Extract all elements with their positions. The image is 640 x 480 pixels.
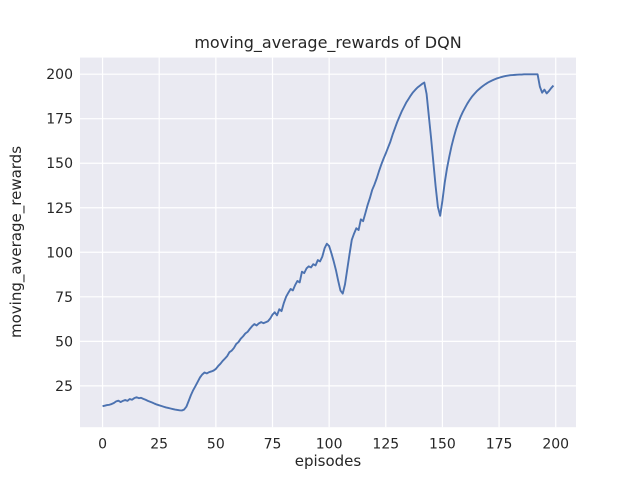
y-tick-labels: 25 50 75 100 125 150 175 200 [46,67,73,395]
y-tick-label: 75 [55,290,73,306]
line-series-dqn-moving-average-reward [102,73,555,412]
chart-title: moving_average_rewards of DQN [194,33,461,53]
x-axis-label: episodes [295,452,362,470]
x-tick-label: 0 [98,437,107,453]
y-tick-label: 100 [46,245,73,261]
y-tick-label: 125 [46,201,73,217]
x-tick-label: 50 [207,437,225,453]
y-tick-label: 200 [46,67,73,83]
x-tick-label: 100 [316,437,343,453]
x-tick-labels: 0 25 50 75 100 125 150 175 200 [98,437,569,453]
y-tick-label: 25 [55,379,73,395]
y-axis-label: moving_average_rewards [7,146,26,338]
gridlines [80,57,576,428]
x-tick-label: 125 [372,437,399,453]
y-tick-label: 50 [55,334,73,350]
x-tick-label: 200 [542,437,569,453]
y-tick-label: 150 [46,156,73,172]
x-tick-label: 25 [150,437,168,453]
x-tick-label: 150 [429,437,456,453]
y-tick-label: 175 [46,112,73,128]
series-line [102,73,555,412]
x-tick-label: 175 [486,437,513,453]
plot-area [80,57,576,428]
x-tick-label: 75 [264,437,282,453]
